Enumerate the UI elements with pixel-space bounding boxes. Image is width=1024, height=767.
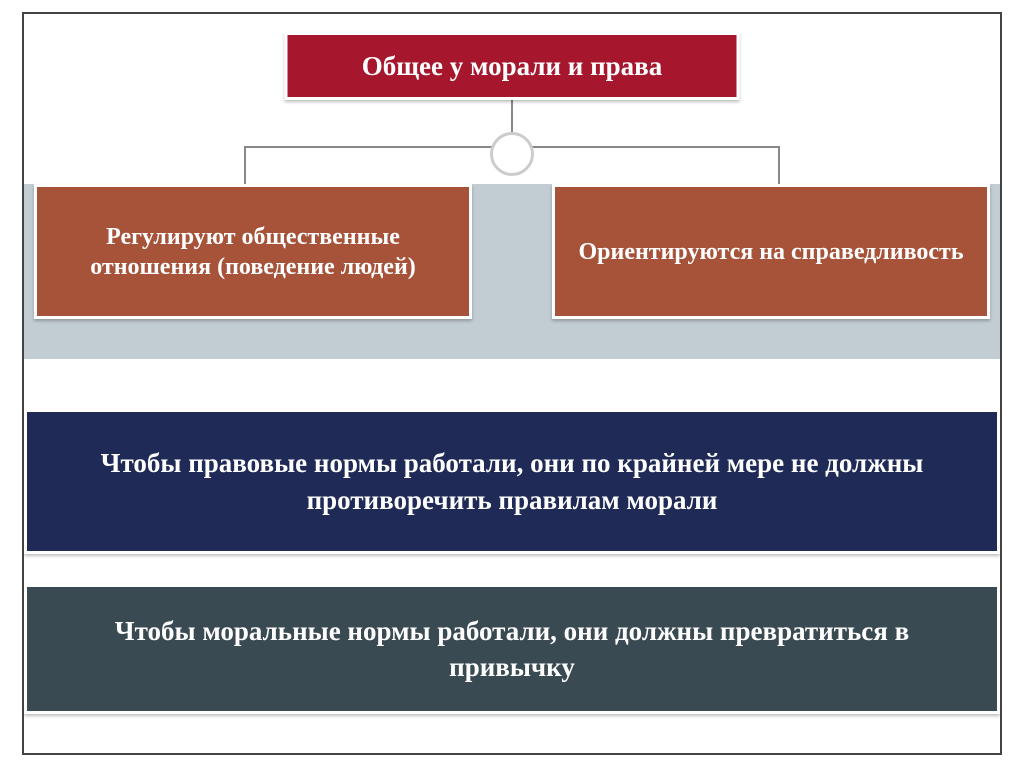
connector-left-drop xyxy=(244,146,246,186)
junction-circle-icon xyxy=(490,132,534,176)
slate-statement-band: Чтобы моральные нормы работали, они долж… xyxy=(24,584,1000,714)
blue-statement-band: Чтобы правовые нормы работали, они по кр… xyxy=(24,409,1000,554)
title-text: Общее у морали и права xyxy=(362,51,662,82)
slide-frame: Общее у морали и права Регулируют общест… xyxy=(22,12,1002,755)
connector-right-drop xyxy=(778,146,780,186)
child-box-right: Ориентируются на справедливость xyxy=(552,184,990,319)
child-box-left: Регулируют общественные отношения (повед… xyxy=(34,184,472,319)
child-left-text: Регулируют общественные отношения (повед… xyxy=(57,222,449,282)
child-right-text: Ориентируются на справедливость xyxy=(578,237,963,267)
blue-statement-text: Чтобы правовые нормы работали, они по кр… xyxy=(82,445,942,518)
title-box: Общее у морали и права xyxy=(285,32,740,100)
slate-statement-text: Чтобы моральные нормы работали, они долж… xyxy=(82,613,942,686)
